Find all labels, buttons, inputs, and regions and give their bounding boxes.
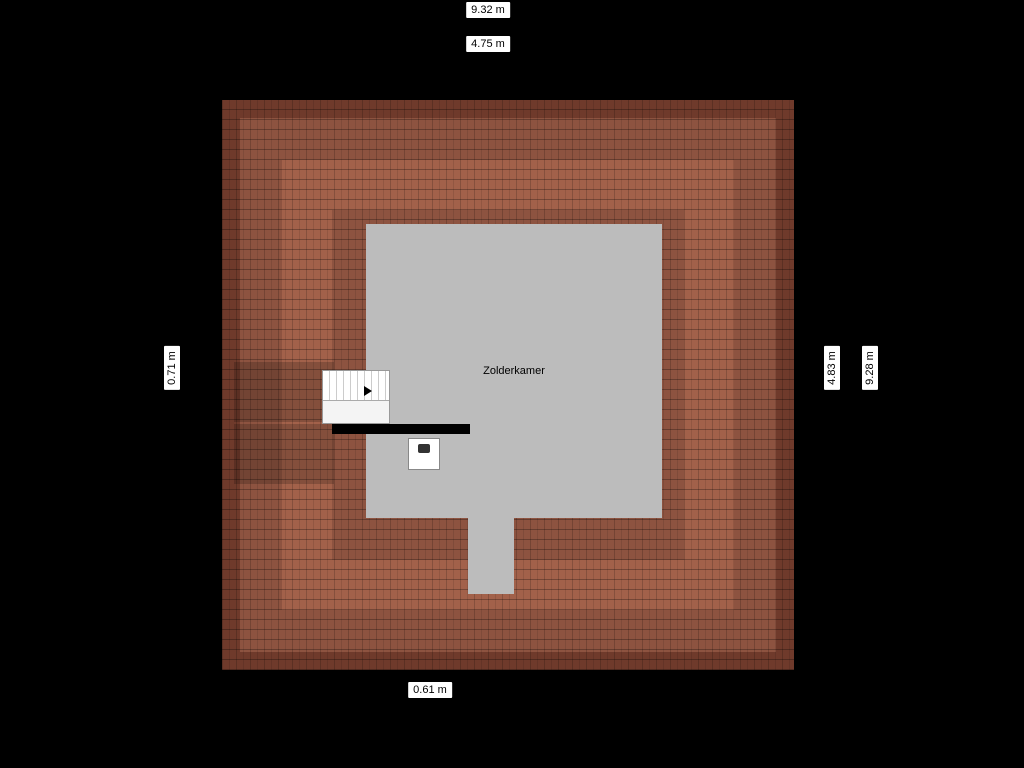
dimension-bottom: 0.61 m <box>408 682 452 698</box>
staircase <box>322 370 390 424</box>
attic-room: Zolderkamer <box>366 224 662 518</box>
attic-room-label: Zolderkamer <box>483 365 545 377</box>
dimension-top-outer: 9.32 m <box>466 2 510 18</box>
roof-shadow-panel <box>234 362 334 422</box>
dimension-right-inner: 4.83 m <box>824 346 840 390</box>
floorplan-stage: Zolderkamer 9.32 m 4.75 m 0.71 m 4.83 m … <box>0 0 1024 768</box>
dimension-top-inner: 4.75 m <box>466 36 510 52</box>
dimension-right-outer: 9.28 m <box>862 346 878 390</box>
appliance-block <box>408 438 440 470</box>
stair-steps <box>323 371 389 401</box>
roof-shadow-panel <box>234 424 334 484</box>
dimension-left: 0.71 m <box>164 346 180 390</box>
stair-direction-arrow-icon <box>364 386 372 396</box>
black-beam <box>332 424 470 434</box>
dormer-bottom <box>468 518 514 594</box>
